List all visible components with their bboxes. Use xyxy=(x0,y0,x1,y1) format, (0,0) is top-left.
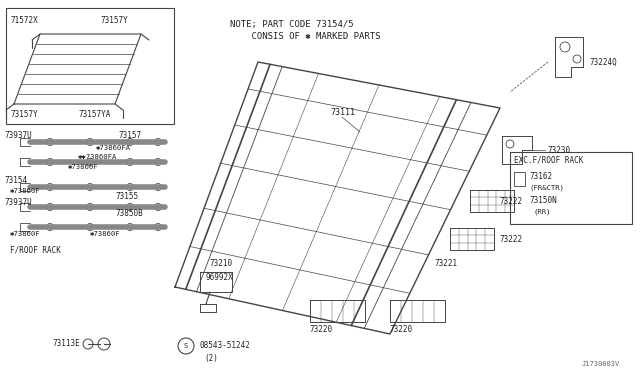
Text: 73222: 73222 xyxy=(500,196,523,205)
Text: (2): (2) xyxy=(204,353,218,362)
Text: 96992X: 96992X xyxy=(206,273,234,282)
Text: 73222: 73222 xyxy=(500,234,523,244)
Text: 73113E: 73113E xyxy=(52,340,80,349)
Text: 73850B: 73850B xyxy=(115,208,143,218)
Text: (FR&CTR): (FR&CTR) xyxy=(530,185,565,191)
Text: 71572X: 71572X xyxy=(10,16,38,25)
Bar xyxy=(6,8,174,124)
Text: 73220: 73220 xyxy=(390,326,413,334)
Text: ✱73860F: ✱73860F xyxy=(10,231,40,237)
Text: ✱73860F: ✱73860F xyxy=(10,188,40,194)
Text: 73162: 73162 xyxy=(530,171,553,180)
Text: 73157YA: 73157YA xyxy=(78,109,110,119)
Text: ✱73860F: ✱73860F xyxy=(68,164,99,170)
Text: F/ROOF RACK: F/ROOF RACK xyxy=(10,246,61,254)
Text: 73154: 73154 xyxy=(4,176,27,185)
Bar xyxy=(510,152,632,224)
Text: 73230: 73230 xyxy=(548,145,571,154)
Text: 73157Y: 73157Y xyxy=(10,109,38,119)
Text: 73220: 73220 xyxy=(310,326,333,334)
Text: J1730003V: J1730003V xyxy=(582,361,620,367)
Text: 73157: 73157 xyxy=(118,131,141,140)
Text: ✱73860F: ✱73860F xyxy=(90,231,120,237)
Text: ✱✱73860FA: ✱✱73860FA xyxy=(78,154,117,160)
Text: 08543-51242: 08543-51242 xyxy=(200,341,251,350)
Text: CONSIS OF ✱ MARKED PARTS: CONSIS OF ✱ MARKED PARTS xyxy=(230,32,381,41)
Text: ✱73860FA: ✱73860FA xyxy=(96,145,131,151)
Text: 73221: 73221 xyxy=(435,260,458,269)
Text: NOTE; PART CODE 73154/5: NOTE; PART CODE 73154/5 xyxy=(230,19,354,29)
Text: EXC.F/ROOF RACK: EXC.F/ROOF RACK xyxy=(514,155,584,164)
Text: S: S xyxy=(184,343,188,349)
Text: 73210: 73210 xyxy=(210,260,233,269)
Text: 73111: 73111 xyxy=(330,108,355,116)
Text: 73224Q: 73224Q xyxy=(590,58,618,67)
Text: 73157Y: 73157Y xyxy=(100,16,128,25)
Text: 73937U: 73937U xyxy=(4,198,32,206)
Text: 73155: 73155 xyxy=(115,192,138,201)
Text: 73150N: 73150N xyxy=(530,196,557,205)
Text: 73937U: 73937U xyxy=(4,131,32,140)
Text: (RR): (RR) xyxy=(534,209,552,215)
